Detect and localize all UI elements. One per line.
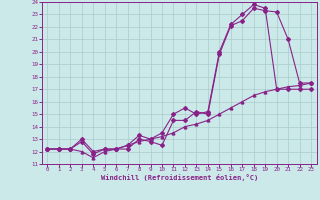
X-axis label: Windchill (Refroidissement éolien,°C): Windchill (Refroidissement éolien,°C) [100,174,258,181]
